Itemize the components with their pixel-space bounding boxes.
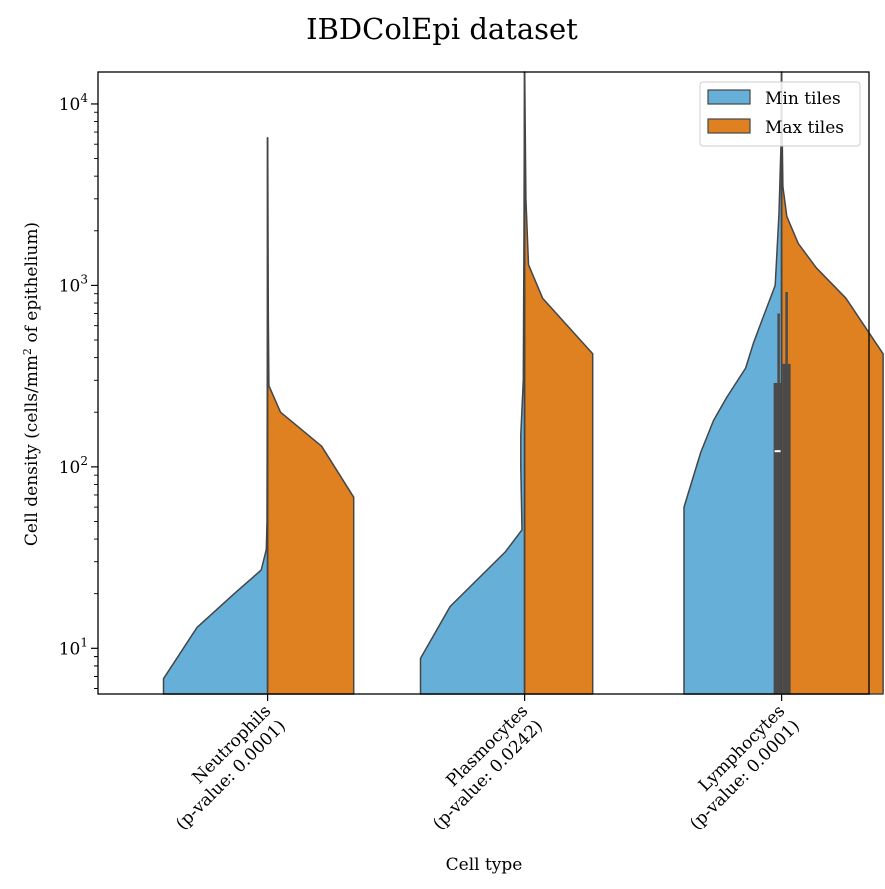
box-max-tiles xyxy=(782,363,791,694)
violin-min-tiles-lymphocytes xyxy=(683,71,783,695)
legend-swatch-max-tiles[interactable] xyxy=(707,118,751,134)
plot-area xyxy=(97,71,884,695)
y-axis: 101 102 103 104 xyxy=(59,91,98,690)
legend[interactable]: Min tiles Max tiles xyxy=(699,81,861,147)
y-tick-label: 103 xyxy=(59,272,88,296)
violin-min-tiles-neutrophils xyxy=(162,137,269,695)
x-axis: Neutrophils(p-value: 0.0001) Plasmocytes(… xyxy=(157,694,804,834)
axes-frame xyxy=(97,71,870,695)
legend-label-min-tiles: Min tiles xyxy=(765,89,841,109)
x-axis-label: Cell type xyxy=(446,855,523,875)
violins xyxy=(162,71,884,695)
box-min-tiles xyxy=(773,382,782,694)
violin-max-tiles-lymphocytes xyxy=(780,71,884,695)
x-tick-label-plasmocytes: Plasmocytes(p-value: 0.0242) xyxy=(414,701,547,834)
violin-min-tiles-plasmocytes xyxy=(419,71,526,695)
y-tick-label: 101 xyxy=(59,635,88,659)
x-tick-label-neutrophils: Neutrophils(p-value: 0.0001) xyxy=(157,701,290,834)
y-tick-label: 102 xyxy=(59,454,88,478)
y-tick-label: 104 xyxy=(59,91,89,115)
chart-title: IBDColEpi dataset xyxy=(306,12,578,46)
legend-label-max-tiles: Max tiles xyxy=(765,118,844,138)
violin-max-tiles-neutrophils xyxy=(266,137,355,695)
x-tick-label-lymphocytes: Lymphocytes(p-value: 0.0001) xyxy=(671,701,804,834)
violin-max-tiles-plasmocytes xyxy=(523,71,594,695)
legend-swatch-min-tiles[interactable] xyxy=(707,89,751,105)
y-axis-label: Cell density (cells/mm2 of epithelium) xyxy=(21,222,43,546)
box-plots xyxy=(266,72,791,694)
